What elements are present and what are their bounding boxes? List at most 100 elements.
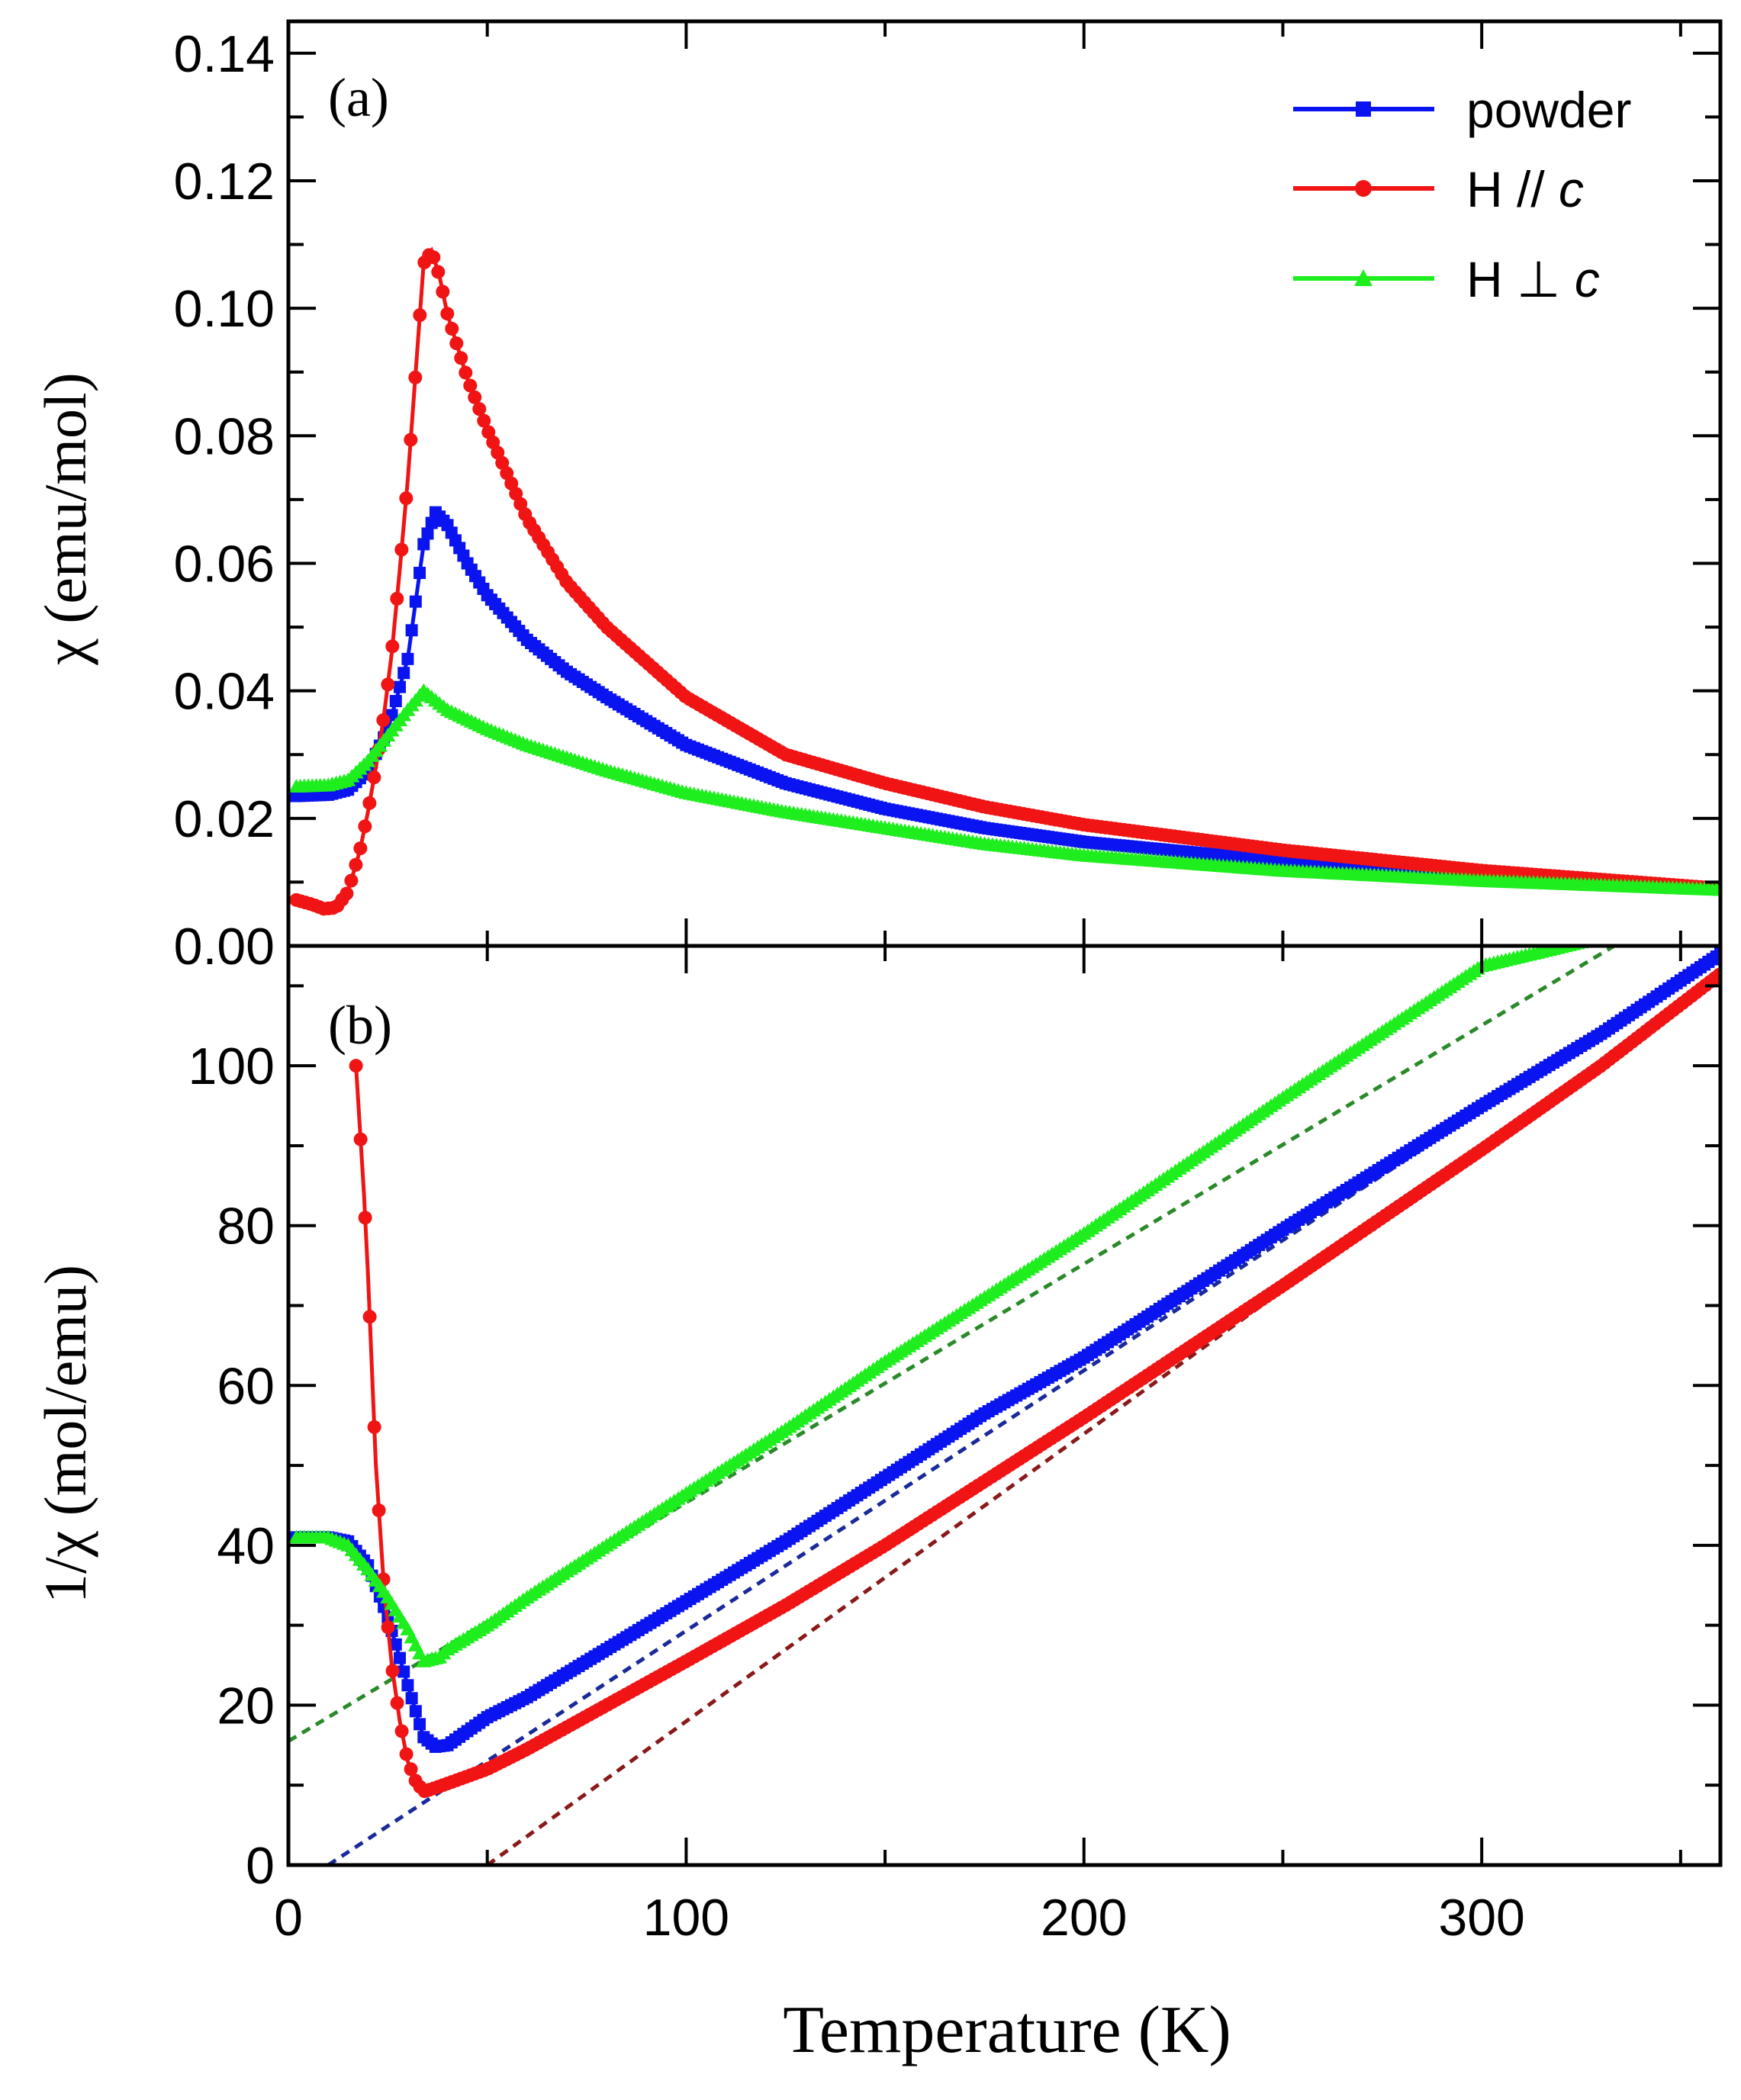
data-point-h-par-c — [500, 466, 514, 481]
data-point-powder — [417, 538, 430, 551]
legend-label-h-par-c-main: H // — [1466, 161, 1559, 217]
data-point-h-par-c — [376, 713, 391, 728]
series-h-par-c-a — [289, 246, 1720, 916]
data-point-h-par-c — [509, 487, 523, 501]
data-point-h-par-c — [358, 819, 372, 834]
data-point-h-par-c — [344, 873, 359, 888]
data-point-h-par-c — [390, 1696, 404, 1710]
data-point-powder — [421, 527, 434, 540]
y-tick-label-a: 0.10 — [174, 280, 275, 338]
data-point-h-par-c — [468, 390, 482, 404]
data-point-powder — [414, 567, 426, 580]
data-point-h-perp-c — [1609, 926, 1624, 940]
data-point-h-par-c — [431, 265, 446, 279]
data-point-h-par-c — [463, 378, 478, 393]
data-point-h-perp-c — [1598, 929, 1613, 943]
data-point-h-par-c — [504, 476, 519, 490]
data-point-h-perp-c — [1605, 927, 1620, 941]
data-point-h-perp-c — [1614, 925, 1629, 939]
data-point-h-perp-c — [1585, 931, 1601, 945]
data-point-h-par-c — [459, 365, 473, 380]
data-point-powder — [405, 1692, 418, 1705]
data-point-h-par-c — [413, 308, 427, 323]
data-point-h-par-c — [513, 497, 528, 511]
data-point-powder — [393, 680, 406, 693]
x-tick-label: 300 — [1438, 1889, 1524, 1947]
data-point-h-par-c — [454, 351, 468, 365]
data-point-h-par-c — [449, 336, 464, 351]
data-point-h-par-c — [367, 1420, 381, 1434]
series-layer — [288, 246, 1720, 1799]
panel-a-label: (a) — [328, 67, 389, 128]
legend-label-h-par-c: H // c — [1466, 161, 1584, 217]
data-point-h-par-c — [436, 285, 450, 299]
data-point-h-par-c — [495, 455, 510, 470]
data-point-h-perp-c — [1625, 922, 1640, 936]
series-line-h-perp-c — [296, 946, 1575, 1664]
data-point-h-par-c — [390, 591, 404, 606]
data-point-h-par-c — [399, 1747, 414, 1761]
data-point-h-par-c — [349, 857, 363, 872]
data-point-h-par-c — [445, 321, 459, 336]
y-tick-label-a: 0.04 — [174, 663, 275, 721]
data-point-h-par-c — [358, 1211, 372, 1225]
y-tick-label-b: 80 — [217, 1198, 275, 1256]
data-point-h-par-c — [481, 425, 496, 439]
legend: powder H // c H ⊥ c — [1293, 82, 1631, 307]
legend-marker-square — [1356, 101, 1371, 117]
y-tick-label-b: 60 — [217, 1357, 275, 1415]
data-point-powder — [401, 652, 414, 665]
data-point-h-perp-c — [1621, 923, 1636, 937]
series-line-powder — [296, 952, 1720, 1749]
y-tick-label-a: 0.00 — [174, 918, 275, 976]
data-point-h-par-c — [399, 491, 414, 506]
y-tick-label-a: 0.08 — [174, 407, 275, 465]
tick-labels-layer: 0.00 0.02 0.04 0.06 0.08 0.10 0.12 0.14 0 20 40 60 8… — [174, 25, 1525, 1947]
y-tick-label-a: 0.06 — [174, 535, 275, 593]
data-point-powder — [414, 1718, 426, 1731]
data-point-powder — [393, 1651, 406, 1664]
data-point-h-par-c — [385, 1664, 400, 1678]
data-point-h-par-c — [372, 1503, 386, 1518]
data-point-powder — [389, 695, 402, 708]
data-point-h-par-c — [491, 445, 505, 460]
data-point-h-par-c — [367, 770, 381, 785]
data-point-powder — [409, 595, 422, 608]
y-tick-label-b: 100 — [188, 1037, 275, 1095]
data-point-powder — [397, 1665, 410, 1678]
data-point-h-par-c — [362, 796, 377, 810]
data-point-h-perp-c — [1601, 928, 1617, 941]
data-point-powder — [389, 1638, 402, 1651]
x-tick-label: 200 — [1041, 1889, 1127, 1947]
data-point-h-perp-c — [1594, 930, 1609, 944]
y-tick-label-b: 20 — [217, 1677, 275, 1735]
data-point-h-par-c — [353, 841, 368, 856]
data-point-h-par-c — [404, 1762, 418, 1777]
data-point-h-par-c — [426, 250, 441, 265]
legend-label-powder: powder — [1466, 82, 1631, 138]
data-point-h-par-c — [472, 402, 487, 416]
y-axis-label-b: 1/χ (mol/emu) — [32, 1265, 98, 1603]
data-point-powder — [409, 1705, 422, 1718]
data-point-h-par-c — [353, 1132, 368, 1146]
x-tick-label: 100 — [643, 1889, 729, 1947]
data-point-h-par-c — [477, 413, 491, 428]
series-powder-a — [290, 506, 1720, 895]
data-point-h-par-c — [1712, 967, 1720, 982]
series-h-par-c-b — [349, 967, 1720, 1799]
data-point-h-par-c — [408, 370, 423, 384]
data-point-h-par-c — [394, 1724, 409, 1738]
y-tick-label-a: 0.12 — [174, 153, 275, 211]
legend-label-h-perp-c: H ⊥ c — [1466, 251, 1600, 307]
data-point-h-par-c — [349, 1059, 363, 1073]
data-point-powder — [401, 1679, 414, 1692]
legend-label-h-perp-c-main: H ⊥ — [1466, 251, 1575, 307]
axes-layer — [286, 19, 1723, 1867]
data-point-h-par-c — [404, 433, 418, 447]
data-point-h-par-c — [340, 886, 354, 901]
data-point-powder — [405, 624, 418, 637]
series-h-perp-c-b — [288, 922, 1640, 1667]
data-point-h-par-c — [385, 639, 400, 654]
data-point-h-par-c — [381, 1620, 395, 1635]
data-point-h-par-c — [362, 1310, 377, 1324]
